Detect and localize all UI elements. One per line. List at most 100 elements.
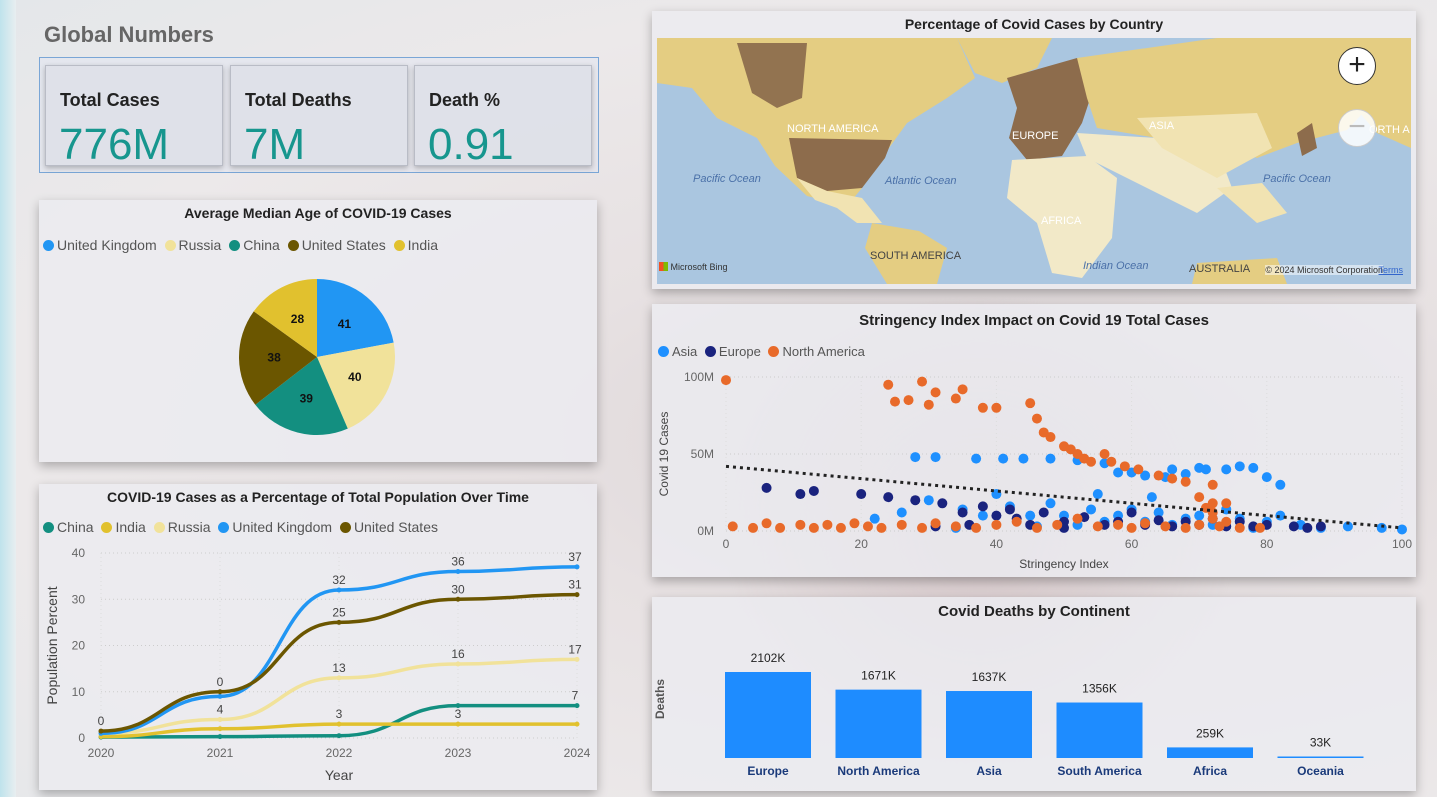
line-chart-card[interactable]: COVID-19 Cases as a Percentage of Total …: [39, 484, 597, 790]
scatter-point-asia: [910, 452, 921, 463]
kpi-value: 0.91: [428, 120, 514, 169]
scatter-point-north-america: [1031, 413, 1042, 424]
kpi-total-deaths[interactable]: Total Deaths 7M: [230, 65, 408, 169]
scatter-point-north-america: [1194, 519, 1205, 530]
scatter-point-europe: [957, 507, 968, 518]
zoom-in-icon[interactable]: +: [1338, 47, 1376, 85]
kpi-death-percent[interactable]: Death % 0.91: [414, 65, 592, 169]
bar-card[interactable]: Covid Deaths by Continent Deaths 2102K Eur…: [652, 597, 1416, 791]
scatter-point-north-america: [950, 393, 961, 404]
y-tick-label: 40: [72, 546, 86, 560]
scatter-point-north-america: [808, 522, 819, 533]
map-label-north-a: ORTH A: [1369, 124, 1410, 136]
scatter-legend: Asia Europe North America: [658, 344, 869, 359]
pie-slice: [317, 279, 394, 357]
scatter-point-north-america: [950, 521, 961, 532]
map-label-australia: AUSTRALIA: [1189, 263, 1251, 275]
zoom-out-icon[interactable]: −: [1338, 109, 1376, 147]
kpi-group: Total Cases 776M Total Deaths 7M Death %…: [39, 57, 599, 173]
data-label: 13: [332, 661, 346, 675]
scatter-point-north-america: [1214, 521, 1225, 532]
bar-chart[interactable]: Deaths 2102K Europe 1671K North America 1637K…: [652, 597, 1416, 791]
scatter-point-asia: [1153, 507, 1164, 518]
series-point: [336, 721, 342, 727]
scatter-point-north-america: [775, 522, 786, 533]
map-area[interactable]: NORTH AMERICA EUROPE ASIA AFRICA SOUTH A…: [657, 38, 1411, 284]
series-point: [217, 693, 223, 699]
scatter-point-north-america: [1126, 522, 1137, 533]
scatter-point-asia: [1397, 524, 1407, 535]
data-label: 37: [568, 550, 582, 564]
scatter-point-north-america: [1106, 456, 1117, 467]
legend-item-north-america[interactable]: North America: [768, 344, 865, 359]
legend-item-india[interactable]: India: [393, 237, 438, 253]
series-point: [574, 592, 580, 598]
series-point: [98, 728, 104, 734]
bar-category-label: South America: [1057, 764, 1142, 778]
map-label-atlantic: Atlantic Ocean: [885, 175, 957, 187]
map-label-asia: ASIA: [1149, 120, 1175, 132]
map-label-indian: Indian Ocean: [1083, 260, 1149, 272]
bar-value-label: 2102K: [751, 651, 786, 665]
pie-slice: [255, 357, 348, 435]
scatter-point-north-america: [1025, 398, 1036, 409]
kpi-total-cases[interactable]: Total Cases 776M: [45, 65, 223, 169]
legend-item-us[interactable]: United States: [339, 519, 438, 535]
x-tick-label: 100: [1392, 537, 1412, 551]
scatter-point-north-america: [917, 376, 928, 387]
scatter-point-asia: [1275, 479, 1286, 490]
scatter-point-asia: [1261, 472, 1272, 483]
data-label: 4: [217, 703, 224, 717]
scatter-point-north-america: [883, 379, 894, 390]
scatter-point-europe: [795, 489, 806, 500]
legend-item-us[interactable]: United States: [287, 237, 386, 253]
scatter-point-north-america: [1180, 522, 1191, 533]
map-terms-link[interactable]: Terms: [1378, 265, 1404, 275]
legend-item-russia[interactable]: Russia: [164, 237, 221, 253]
map-card[interactable]: Percentage of Covid Cases by Country: [652, 11, 1416, 289]
legend-item-china[interactable]: China: [43, 519, 94, 535]
scatter-point-europe: [910, 495, 921, 506]
scatter-point-north-america: [721, 375, 731, 386]
pie-chart-card[interactable]: Average Median Age of COVID-19 Cases Uni…: [39, 200, 597, 462]
series-point: [217, 734, 223, 740]
bar-value-label: 1637K: [972, 670, 1007, 684]
bing-logo: Microsoft Bing: [659, 262, 728, 272]
scatter-point-north-america: [1221, 498, 1232, 509]
legend-item-uk[interactable]: United Kingdom: [218, 519, 332, 535]
scatter-point-north-america: [1113, 519, 1124, 530]
scatter-title: Stringency Index Impact on Covid 19 Tota…: [859, 312, 1209, 329]
trend-line: [725, 464, 1403, 530]
scatter-point-europe: [856, 489, 867, 500]
legend-item-asia[interactable]: Asia: [658, 344, 697, 359]
scatter-point-north-america: [1160, 521, 1171, 532]
scatter-chart[interactable]: 0M 50M 100M 0 20 40 60 80 100 Stringency Index Cov…: [652, 304, 1416, 577]
bar-north-america: [835, 689, 922, 758]
scatter-point-europe: [1315, 521, 1326, 532]
scatter-point-north-america: [991, 519, 1002, 530]
legend-item-china[interactable]: China: [229, 237, 280, 253]
map-copyright: © 2024 Microsoft Corporation: [1265, 265, 1383, 275]
scatter-point-north-america: [748, 522, 759, 533]
map-label-pacific-right: Pacific Ocean: [1263, 173, 1331, 185]
bar-south-america: [1056, 702, 1143, 758]
scatter-point-asia: [930, 452, 941, 463]
data-label: 0: [98, 714, 105, 728]
series-point: [455, 661, 461, 667]
legend-item-india[interactable]: India: [101, 519, 146, 535]
kpi-label: Total Cases: [60, 90, 160, 110]
scatter-point-north-america: [822, 519, 833, 530]
series-point: [574, 703, 580, 709]
legend-item-europe[interactable]: Europe: [704, 344, 761, 359]
y-tick-label: 100M: [684, 370, 714, 384]
pie-chart[interactable]: 41 40 39 38 28: [39, 200, 597, 462]
scatter-point-north-america: [991, 402, 1002, 413]
y-tick-label: 0M: [697, 524, 714, 538]
legend-item-russia[interactable]: Russia: [153, 519, 211, 535]
scatter-point-north-america: [1011, 516, 1022, 527]
scatter-point-north-america: [1099, 449, 1110, 459]
scatter-card[interactable]: Stringency Index Impact on Covid 19 Tota…: [652, 304, 1416, 577]
bar-oceania: [1277, 756, 1364, 758]
legend-item-uk[interactable]: United Kingdom: [43, 237, 157, 253]
